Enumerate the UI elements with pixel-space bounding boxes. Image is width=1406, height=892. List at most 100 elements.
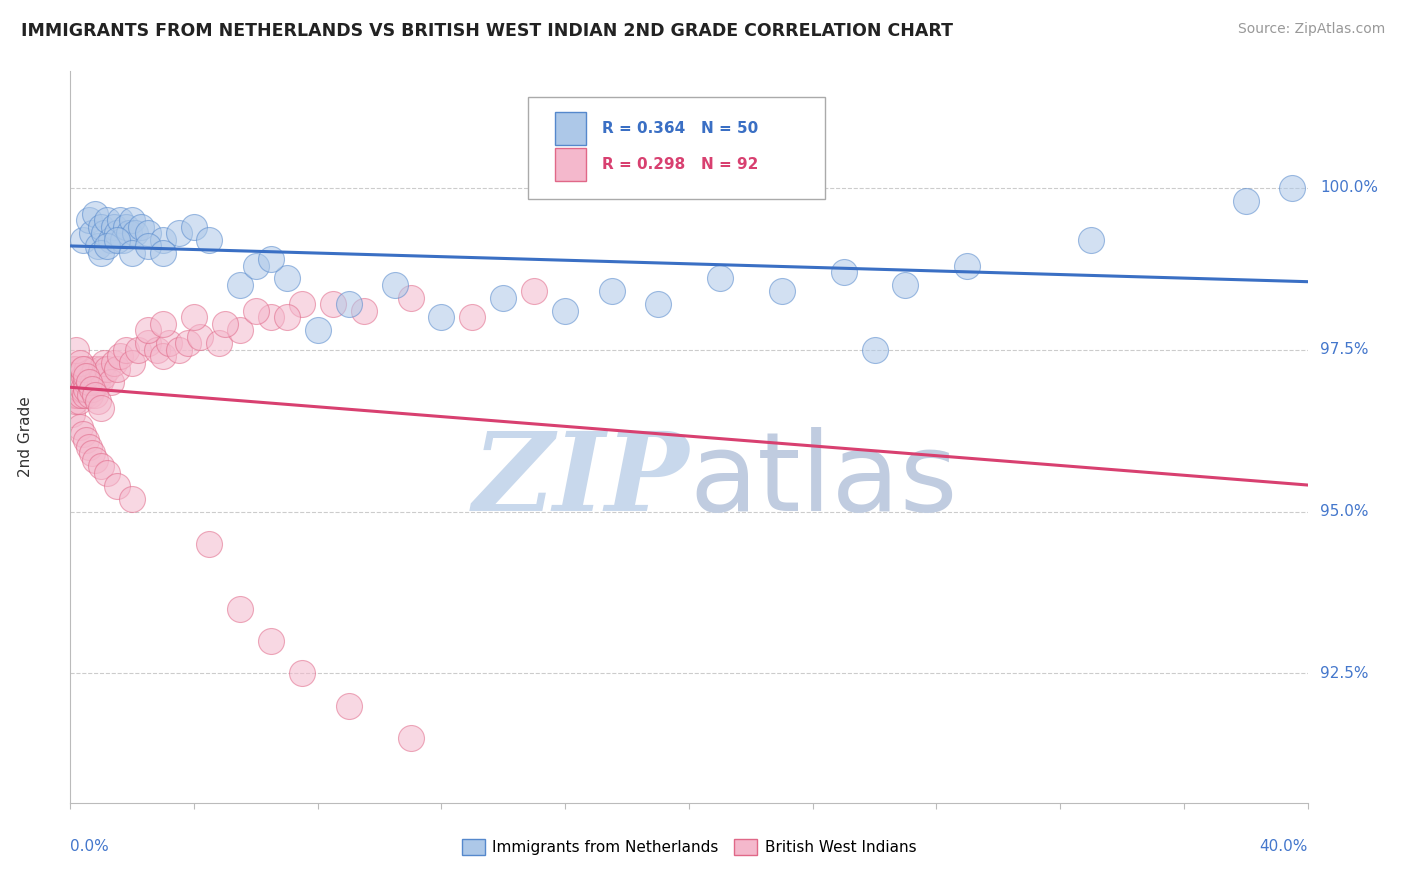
Point [709,271,731,285]
Point [84,207,107,221]
Point [146,343,169,357]
Legend: Immigrants from Netherlands, British West Indians: Immigrants from Netherlands, British Wes… [456,833,922,861]
Point [63,394,86,409]
Point [90,362,112,376]
Point [1281,181,1303,195]
Point [337,698,360,713]
Point [77,213,100,227]
Point [69,368,91,383]
Point [96,362,118,376]
Point [894,277,917,292]
Point [208,336,231,351]
Point [118,226,141,240]
Point [90,245,112,260]
Point [956,259,979,273]
Point [90,219,112,234]
Point [384,277,406,292]
Point [75,375,97,389]
Point [75,368,97,383]
Point [188,330,211,344]
Point [67,388,90,402]
Point [152,245,174,260]
Point [322,297,344,311]
Point [84,362,107,376]
Point [105,233,128,247]
Point [65,375,87,389]
Text: 0.0%: 0.0% [70,839,110,855]
Point [62,388,84,402]
Text: ZIP: ZIP [472,427,689,534]
Point [832,265,855,279]
Point [108,349,131,363]
Point [69,420,91,434]
Point [260,310,283,325]
Point [87,368,110,383]
Point [152,317,174,331]
Text: 97.5%: 97.5% [1320,343,1368,357]
Point [63,382,86,396]
Point [105,226,128,240]
Point [89,375,111,389]
Point [127,343,149,357]
Point [93,226,115,240]
Point [69,382,91,396]
Point [554,303,576,318]
Point [136,239,159,253]
Point [124,226,146,240]
Point [108,213,131,227]
Point [75,434,97,448]
Point [430,310,453,325]
Bar [555,112,586,145]
Point [90,459,112,474]
Point [76,362,98,376]
Point [121,491,143,506]
FancyBboxPatch shape [529,97,825,200]
Point [77,375,100,389]
Point [523,285,546,299]
Point [600,285,623,299]
Point [167,226,190,240]
Text: 2nd Grade: 2nd Grade [18,397,34,477]
Point [276,310,298,325]
Point [198,233,221,247]
Point [72,382,94,396]
Point [177,336,200,351]
Point [65,362,87,376]
Point [72,362,94,376]
Point [96,239,118,253]
Point [62,362,84,376]
Point [260,252,283,266]
Point [461,310,484,325]
Point [90,401,112,415]
Point [399,731,422,745]
Point [214,317,236,331]
Point [229,601,252,615]
Point [121,356,143,370]
Bar [555,148,586,181]
Point [80,382,103,396]
Point [863,343,886,357]
Point [100,233,122,247]
Text: 40.0%: 40.0% [1260,839,1308,855]
Point [75,388,97,402]
Point [131,219,153,234]
Point [93,356,115,370]
Point [77,375,100,389]
Point [337,297,360,311]
Point [307,323,329,337]
Point [115,343,138,357]
Point [100,375,122,389]
Point [65,343,87,357]
Point [80,446,103,460]
Point [87,239,110,253]
Point [96,466,118,480]
Point [67,375,90,389]
Point [63,368,86,383]
Point [291,297,314,311]
Point [65,388,87,402]
Point [62,375,84,389]
Point [183,219,205,234]
Point [70,375,93,389]
Text: atlas: atlas [689,427,957,534]
Point [69,356,91,370]
